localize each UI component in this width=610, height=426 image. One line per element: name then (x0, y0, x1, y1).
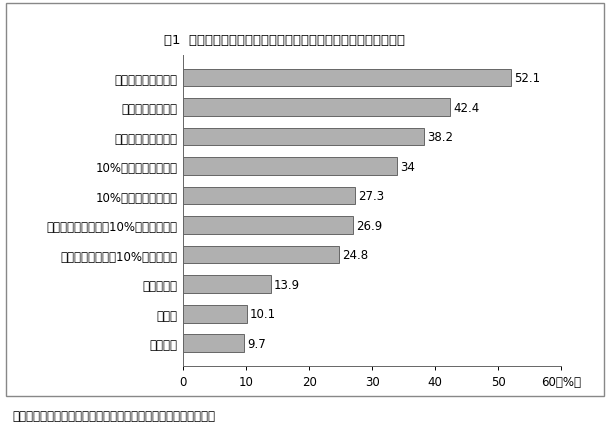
Bar (183, 187, 355, 205)
Bar (183, 158, 397, 176)
Text: 38.2: 38.2 (427, 131, 453, 144)
Text: 9.7: 9.7 (247, 337, 266, 350)
Bar (183, 128, 424, 146)
Text: （出所）中国米国商会、上海米国商会の発表を基にジェトロ作成: （出所）中国米国商会、上海米国商会の発表を基にジェトロ作成 (12, 409, 215, 422)
Bar (183, 217, 353, 234)
Text: 10.1: 10.1 (250, 308, 276, 320)
Text: 13.9: 13.9 (274, 278, 300, 291)
Text: 42.4: 42.4 (453, 101, 479, 114)
Text: 図1  関税引き上げによる中国での事業運営への影響（複数回答）: 図1 関税引き上げによる中国での事業運営への影響（複数回答） (164, 35, 405, 47)
Text: 34: 34 (401, 160, 415, 173)
Bar (183, 69, 511, 87)
Text: 26.9: 26.9 (356, 219, 382, 232)
Bar (183, 276, 271, 294)
Text: 27.3: 27.3 (358, 190, 384, 203)
Bar (183, 305, 246, 323)
Bar (183, 334, 244, 352)
Bar (183, 246, 339, 264)
Text: 52.1: 52.1 (515, 72, 540, 85)
Bar (183, 99, 450, 117)
Text: 24.8: 24.8 (342, 248, 368, 262)
